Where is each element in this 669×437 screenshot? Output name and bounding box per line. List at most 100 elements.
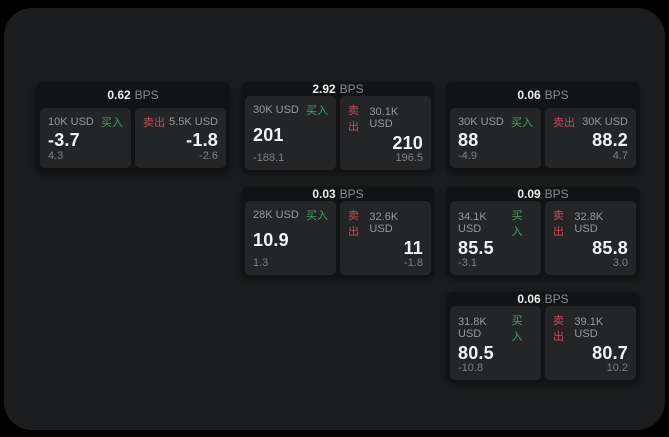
sell-label: 卖出	[553, 117, 575, 129]
quote-card: 0.06 BPS 30K USD 买入 88 -4.9 卖出 30K USD	[446, 82, 640, 172]
buy-amount: 34.1K USD	[458, 211, 487, 235]
sell-panel[interactable]: 卖出 32.8K USD 85.8 3.0	[545, 201, 636, 275]
buy-panel-header: 31.8K USD 买入	[458, 312, 533, 344]
buy-panel-header: 28K USD 买入	[253, 207, 328, 223]
card-header: 0.06 BPS	[446, 82, 640, 108]
buy-delta: -3.1	[458, 257, 477, 269]
card-header: 0.62 BPS	[36, 82, 230, 108]
buy-panel[interactable]: 34.1K USD 买入 85.5 -3.1	[450, 201, 541, 275]
sell-panel[interactable]: 卖出 39.1K USD 80.7 10.2	[545, 306, 636, 380]
buy-delta: -188.1	[253, 152, 285, 164]
app-window: 0.62 BPS 10K USD 买入 -3.7 4.3 卖出 5.5K USD	[4, 8, 665, 430]
quote-card: 2.92 BPS 30K USD 买入 201 -188.1 卖出 30.1K …	[241, 82, 435, 172]
sell-panel-header: 卖出 39.1K USD	[553, 312, 628, 344]
buy-amount: 30K USD	[458, 116, 504, 128]
buy-panel[interactable]: 31.8K USD 买入 80.5 -10.8	[450, 306, 541, 380]
sell-amount: 39.1K USD	[574, 316, 604, 340]
buy-amount: 10K USD	[48, 116, 94, 128]
sell-panel[interactable]: 卖出 30K USD 88.2 4.7	[545, 108, 636, 168]
buy-price: -3.7	[48, 130, 80, 150]
buy-panel[interactable]: 30K USD 买入 88 -4.9	[450, 108, 541, 168]
buy-sell-panels: 34.1K USD 买入 85.5 -3.1 卖出 32.8K USD 85.8…	[446, 201, 640, 277]
buy-sell-panels: 28K USD 买入 10.9 1.3 卖出 32.6K USD 11 -1.8	[241, 201, 435, 277]
buy-label: 买入	[101, 117, 123, 129]
buy-delta: -4.9	[458, 150, 477, 162]
buy-amount: 30K USD	[253, 104, 299, 116]
sell-amount: 32.8K USD	[574, 211, 604, 235]
bps-value: 0.09	[517, 187, 541, 201]
sell-amount: 5.5K USD	[169, 116, 218, 128]
buy-panel[interactable]: 30K USD 买入 201 -188.1	[245, 96, 336, 170]
buy-amount: 31.8K USD	[458, 316, 487, 340]
buy-price: 10.9	[253, 230, 289, 250]
buy-panel-header: 30K USD 买入	[253, 102, 328, 118]
buy-sell-panels: 30K USD 买入 88 -4.9 卖出 30K USD 88.2 4.7	[446, 108, 640, 172]
sell-delta: 3.0	[612, 257, 628, 269]
card-header: 0.06 BPS	[446, 292, 640, 306]
buy-label: 买入	[306, 105, 328, 117]
sell-amount: 32.6K USD	[369, 211, 399, 235]
sell-label: 卖出	[348, 105, 359, 133]
bps-value: 0.62	[107, 88, 131, 102]
buy-panel[interactable]: 10K USD 买入 -3.7 4.3	[40, 108, 131, 168]
sell-amount: 30.1K USD	[369, 106, 399, 130]
sell-panel-header: 卖出 32.8K USD	[553, 207, 628, 239]
sell-price: 210	[392, 133, 423, 153]
card-header: 2.92 BPS	[241, 82, 435, 96]
bps-unit: BPS	[544, 88, 569, 102]
sell-delta: -2.6	[199, 150, 218, 162]
bps-value: 0.06	[517, 88, 541, 102]
sell-delta: -1.8	[404, 257, 423, 269]
card-header: 0.09 BPS	[446, 187, 640, 201]
buy-price: 201	[253, 125, 284, 145]
sell-label: 卖出	[143, 117, 165, 129]
sell-price: 88.2	[592, 130, 628, 150]
quote-card: 0.06 BPS 31.8K USD 买入 80.5 -10.8 卖出 39.1…	[446, 292, 640, 382]
buy-delta: 1.3	[253, 257, 269, 269]
buy-label: 买入	[511, 210, 523, 238]
sell-panel[interactable]: 卖出 5.5K USD -1.8 -2.6	[135, 108, 226, 168]
sell-label: 卖出	[553, 210, 564, 238]
buy-label: 买入	[306, 210, 328, 222]
buy-sell-panels: 10K USD 买入 -3.7 4.3 卖出 5.5K USD -1.8 -2.…	[36, 108, 230, 172]
buy-price: 85.5	[458, 238, 494, 258]
sell-panel-header: 卖出 30K USD	[553, 114, 628, 130]
sell-panel[interactable]: 卖出 32.6K USD 11 -1.8	[340, 201, 431, 275]
buy-delta: -10.8	[458, 362, 484, 374]
buy-label: 买入	[511, 315, 523, 343]
sell-delta: 196.5	[395, 152, 423, 164]
quote-card: 0.62 BPS 10K USD 买入 -3.7 4.3 卖出 5.5K USD	[36, 82, 230, 172]
sell-delta: 10.2	[606, 362, 628, 374]
quote-card-grid: 0.62 BPS 10K USD 买入 -3.7 4.3 卖出 5.5K USD	[36, 82, 640, 382]
bps-unit: BPS	[339, 187, 364, 201]
buy-price: 88	[458, 130, 479, 150]
buy-amount: 28K USD	[253, 209, 299, 221]
bps-unit: BPS	[544, 187, 569, 201]
quote-card: 0.09 BPS 34.1K USD 买入 85.5 -3.1 卖出 32.8K…	[446, 187, 640, 277]
sell-panel-header: 卖出 32.6K USD	[348, 207, 423, 239]
bps-unit: BPS	[134, 88, 159, 102]
buy-sell-panels: 30K USD 买入 201 -188.1 卖出 30.1K USD 210 1…	[241, 96, 435, 172]
bps-value: 0.03	[312, 187, 336, 201]
card-header: 0.03 BPS	[241, 187, 435, 201]
bps-unit: BPS	[339, 82, 364, 96]
sell-panel-header: 卖出 30.1K USD	[348, 102, 423, 134]
buy-sell-panels: 31.8K USD 买入 80.5 -10.8 卖出 39.1K USD 80.…	[446, 306, 640, 382]
sell-label: 卖出	[348, 210, 359, 238]
bps-value: 2.92	[312, 82, 336, 96]
buy-panel-header: 34.1K USD 买入	[458, 207, 533, 239]
sell-price: 80.7	[592, 343, 628, 363]
buy-label: 买入	[511, 117, 533, 129]
buy-panel-header: 30K USD 买入	[458, 114, 533, 130]
bps-unit: BPS	[544, 292, 569, 306]
bps-value: 0.06	[517, 292, 541, 306]
buy-panel[interactable]: 28K USD 买入 10.9 1.3	[245, 201, 336, 275]
quote-card: 0.03 BPS 28K USD 买入 10.9 1.3 卖出 32.6K US…	[241, 187, 435, 277]
buy-panel-header: 10K USD 买入	[48, 114, 123, 130]
sell-label: 卖出	[553, 315, 564, 343]
sell-panel-header: 卖出 5.5K USD	[143, 114, 218, 130]
buy-delta: 4.3	[48, 150, 64, 162]
sell-panel[interactable]: 卖出 30.1K USD 210 196.5	[340, 96, 431, 170]
sell-price: -1.8	[186, 130, 218, 150]
sell-delta: 4.7	[612, 150, 628, 162]
